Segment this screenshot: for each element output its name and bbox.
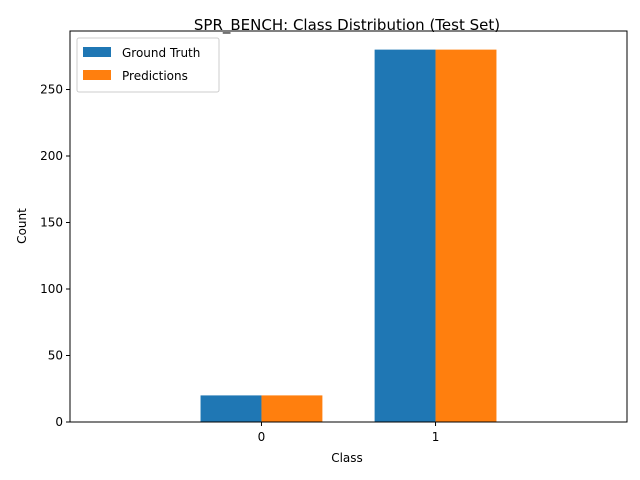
y-tick-label: 150 [40, 216, 63, 230]
y-tick-label: 0 [55, 415, 63, 429]
legend: Ground Truth Predictions [76, 37, 220, 93]
y-axis-ticks: 0 50 100 150 200 250 [40, 83, 70, 429]
legend-box [76, 37, 220, 93]
x-tick-label: 0 [258, 430, 266, 444]
plot-frame [69, 30, 628, 423]
legend-label-predictions: Predictions [122, 69, 188, 83]
legend-label-ground-truth: Ground Truth [122, 46, 200, 60]
y-tick-label: 50 [48, 349, 63, 363]
x-axis-label: Class [331, 451, 363, 465]
y-tick-label: 200 [40, 149, 63, 163]
y-tick-label: 250 [40, 83, 63, 97]
legend-swatch-predictions [83, 70, 111, 80]
bar-predictions-class-1 [435, 49, 497, 422]
bars-group [200, 49, 497, 422]
x-tick-label: 1 [432, 430, 440, 444]
legend-swatch-ground-truth [83, 47, 111, 57]
bar-ground-truth-class-1 [374, 49, 436, 422]
y-axis-label: Count [15, 208, 29, 244]
bar-predictions-class-0 [261, 395, 323, 422]
bar-ground-truth-class-0 [200, 395, 262, 422]
chart-title: SPR_BENCH: Class Distribution (Test Set) [194, 16, 500, 35]
y-tick-label: 100 [40, 282, 63, 296]
